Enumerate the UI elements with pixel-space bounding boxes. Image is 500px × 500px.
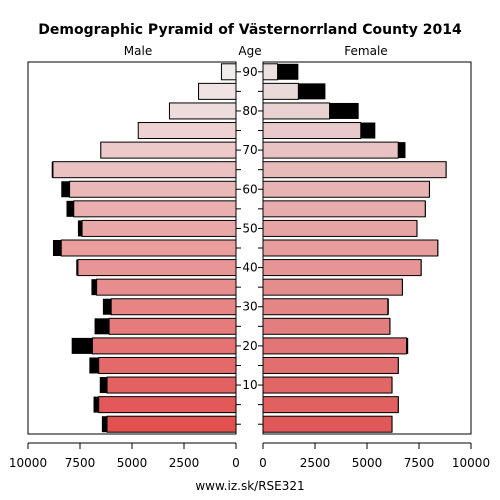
female-bar-65-69 bbox=[262, 161, 447, 179]
female-bar-5-9 bbox=[262, 396, 399, 414]
male-bar-60-64 bbox=[69, 180, 237, 198]
female-extra-bar-5-9 bbox=[398, 396, 399, 413]
female-extra-bar-90+ bbox=[277, 63, 299, 80]
male-bar-55-59 bbox=[73, 200, 237, 218]
male-extra-bar-45-49 bbox=[52, 240, 62, 256]
footer-url: www.iz.sk/RSE321 bbox=[195, 479, 304, 493]
age-tick-label: 60 bbox=[242, 182, 257, 196]
male-extra-bar-60-64 bbox=[61, 181, 70, 198]
male-x-tick-label: 7500 bbox=[65, 456, 96, 470]
female-bar-40-44 bbox=[262, 259, 422, 277]
male-extra-bar-15-19 bbox=[89, 357, 99, 374]
female-extra-bar-60-64 bbox=[429, 181, 431, 198]
male-bar-25-29 bbox=[108, 317, 237, 335]
male-bar-10-14 bbox=[106, 376, 237, 394]
female-bar-25-29 bbox=[262, 317, 391, 335]
male-bar-30-34 bbox=[110, 298, 237, 316]
male-bar-90+ bbox=[220, 63, 237, 81]
female-bar-20-24 bbox=[262, 337, 408, 355]
age-tick-label: 20 bbox=[242, 339, 257, 353]
female-extra-bar-15-19 bbox=[398, 357, 399, 374]
female-bar-90+ bbox=[262, 63, 279, 81]
female-x-tick-label: 0 bbox=[259, 456, 267, 470]
female-extra-bar-65-69 bbox=[446, 161, 447, 178]
male-x-tick-label: 10000 bbox=[9, 456, 47, 470]
male-bar-65-69 bbox=[52, 161, 237, 179]
female-extra-bar-55-59 bbox=[425, 200, 426, 217]
bars-group bbox=[51, 63, 447, 433]
female-bar-85-89 bbox=[262, 82, 299, 100]
male-extra-bar-65-69 bbox=[51, 161, 53, 178]
female-x-tick-label: 10000 bbox=[452, 456, 490, 470]
male-x-tick-label: 5000 bbox=[117, 456, 148, 470]
age-tick-label: 70 bbox=[242, 143, 257, 157]
male-bar-20-24 bbox=[91, 337, 237, 355]
female-x-tick-label: 2500 bbox=[300, 456, 331, 470]
male-bar-45-49 bbox=[60, 239, 237, 257]
female-extra-bar-0-4 bbox=[391, 416, 393, 433]
male-x-tick-label: 2500 bbox=[169, 456, 200, 470]
male-bar-0-4 bbox=[106, 415, 237, 433]
female-extra-bar-70-74 bbox=[398, 142, 406, 159]
female-bar-50-54 bbox=[262, 219, 418, 237]
female-label: Female bbox=[344, 44, 387, 58]
female-extra-bar-30-34 bbox=[387, 298, 389, 315]
male-extra-bar-50-54 bbox=[77, 220, 83, 237]
male-bar-5-9 bbox=[98, 396, 237, 414]
female-bar-15-19 bbox=[262, 356, 399, 374]
age-tick-label: 80 bbox=[242, 104, 257, 118]
male-bar-70-74 bbox=[100, 141, 237, 159]
female-bar-75-79 bbox=[262, 122, 362, 140]
male-extra-bar-40-44 bbox=[76, 259, 78, 276]
female-bar-0-4 bbox=[262, 415, 393, 433]
female-bar-70-74 bbox=[262, 141, 399, 159]
female-bar-45-49 bbox=[262, 239, 439, 257]
male-extra-bar-35-39 bbox=[91, 279, 97, 296]
male-bar-50-54 bbox=[81, 219, 237, 237]
female-extra-bar-45-49 bbox=[437, 240, 439, 256]
male-bar-15-19 bbox=[98, 356, 237, 374]
age-tick-label: 50 bbox=[242, 221, 257, 235]
female-bar-80-84 bbox=[262, 102, 331, 120]
male-extra-bar-5-9 bbox=[93, 396, 99, 413]
male-extra-bar-0-4 bbox=[101, 416, 108, 433]
male-bar-35-39 bbox=[96, 278, 237, 296]
age-tick-label: 90 bbox=[242, 65, 257, 79]
female-bar-10-14 bbox=[262, 376, 393, 394]
female-x-tick-label: 7500 bbox=[404, 456, 435, 470]
male-bar-85-89 bbox=[198, 82, 237, 100]
male-extra-bar-25-29 bbox=[94, 318, 110, 335]
male-extra-bar-55-59 bbox=[66, 200, 74, 217]
female-extra-bar-40-44 bbox=[421, 259, 422, 276]
female-bar-30-34 bbox=[262, 298, 389, 316]
female-extra-bar-75-79 bbox=[360, 122, 376, 139]
axes-group: 10 20 30 40 50 60 70 80 90 10000 7500 5000 2500 0 0 250… bbox=[9, 65, 490, 470]
age-tick-label: 10 bbox=[242, 378, 257, 392]
male-extra-bar-30-34 bbox=[102, 298, 112, 315]
male-label: Male bbox=[124, 44, 152, 58]
female-bar-35-39 bbox=[262, 278, 403, 296]
female-extra-bar-25-29 bbox=[389, 318, 391, 335]
female-extra-bar-50-54 bbox=[416, 220, 418, 237]
age-tick-label: 40 bbox=[242, 261, 257, 275]
female-extra-bar-20-24 bbox=[406, 337, 409, 354]
male-extra-bar-20-24 bbox=[71, 337, 93, 354]
female-x-tick-label: 5000 bbox=[352, 456, 383, 470]
female-bar-55-59 bbox=[262, 200, 426, 218]
male-extra-bar-10-14 bbox=[99, 377, 108, 394]
male-bar-80-84 bbox=[168, 102, 237, 120]
chart-title: Demographic Pyramid of Västernorrland Co… bbox=[38, 22, 462, 38]
female-extra-bar-35-39 bbox=[402, 279, 403, 296]
male-bar-75-79 bbox=[137, 122, 237, 140]
age-tick-label: 30 bbox=[242, 300, 257, 314]
female-extra-bar-10-14 bbox=[391, 377, 393, 394]
female-bar-60-64 bbox=[262, 180, 430, 198]
male-x-tick-label: 0 bbox=[232, 456, 240, 470]
female-extra-bar-85-89 bbox=[298, 83, 326, 100]
male-bar-40-44 bbox=[77, 259, 237, 277]
age-label: Age bbox=[238, 44, 261, 58]
female-extra-bar-80-84 bbox=[329, 102, 359, 119]
